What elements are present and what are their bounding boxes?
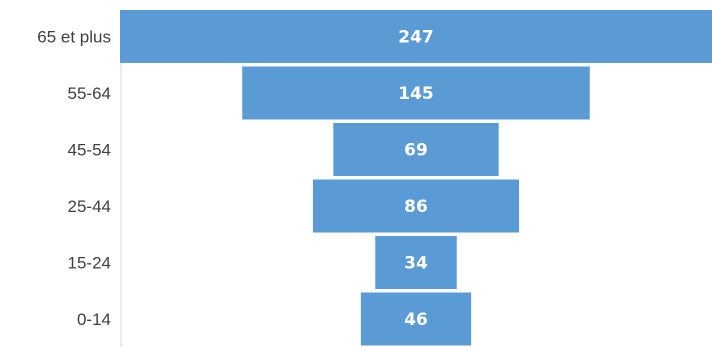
data-label: 247 (398, 28, 434, 48)
category-label: 65 et plus (37, 28, 111, 47)
category-label: 15-24 (68, 254, 111, 273)
category-label: 25-44 (68, 197, 111, 216)
data-label: 86 (404, 197, 428, 217)
data-label: 145 (398, 84, 434, 104)
category-label: 0-14 (77, 310, 111, 329)
bars-group (120, 10, 712, 346)
category-label: 55-64 (68, 84, 111, 103)
category-labels-group: 65 et plus 55-64 45-54 25-44 15-24 0-14 (37, 28, 111, 330)
data-label: 46 (404, 310, 428, 330)
category-label: 45-54 (68, 141, 111, 160)
data-label: 34 (404, 254, 428, 274)
data-label: 69 (404, 141, 428, 161)
